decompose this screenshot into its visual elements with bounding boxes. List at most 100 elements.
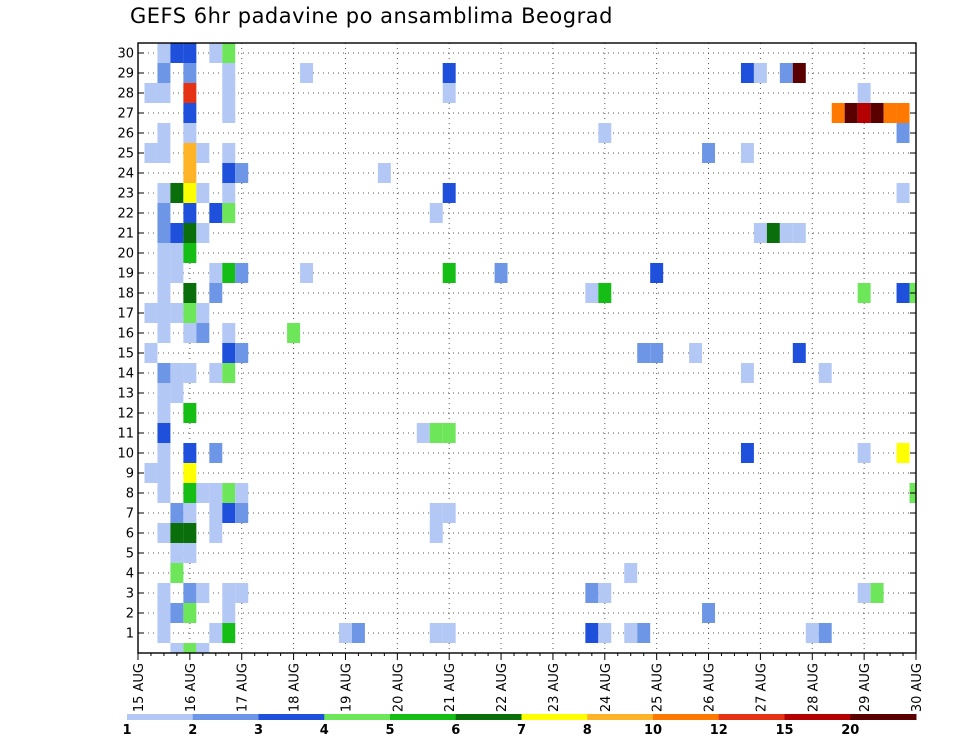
heatmap-cell xyxy=(183,283,197,303)
colorbar: 1 2 3 4 5 6 7 8 10 12 15 20 xyxy=(122,714,917,738)
heatmap-cell xyxy=(844,103,858,123)
heatmap-cell xyxy=(870,583,884,603)
heatmap-cell xyxy=(494,263,508,283)
heatmap-cell xyxy=(598,123,612,143)
colorbar-segment xyxy=(455,714,522,720)
heatmap-cell xyxy=(170,303,184,323)
heatmap-cell xyxy=(157,383,171,403)
heatmap-cell xyxy=(766,223,780,243)
y-tick-label: 28 xyxy=(117,87,134,102)
heatmap-cell xyxy=(637,343,651,363)
heatmap-cell xyxy=(740,443,754,463)
heatmap-cell xyxy=(209,523,223,543)
heatmap-cell xyxy=(170,503,184,523)
heatmap-cell xyxy=(209,263,223,283)
heatmap-cell xyxy=(624,563,638,583)
heatmap-cell xyxy=(170,223,184,243)
x-tick-label: 28 AUG xyxy=(806,663,821,712)
heatmap-cell xyxy=(624,623,638,643)
heatmap-cell xyxy=(183,203,197,223)
heatmap-cell xyxy=(792,223,806,243)
heatmap-cell xyxy=(442,83,456,103)
heatmap-cell xyxy=(896,103,910,123)
heatmap-cell xyxy=(157,303,171,323)
heatmap-cell xyxy=(157,483,171,503)
y-tick-label: 4 xyxy=(126,567,134,582)
x-tick-label: 21 AUG xyxy=(443,663,458,712)
heatmap-cell xyxy=(144,463,158,483)
heatmap-cell xyxy=(585,623,599,643)
x-tick-label: 20 AUG xyxy=(391,663,406,712)
heatmap-cell xyxy=(183,323,197,343)
heatmap-cell xyxy=(157,583,171,603)
heatmap-cell xyxy=(183,83,197,103)
heatmap-cell xyxy=(209,503,223,523)
heatmap-cell xyxy=(235,583,249,603)
colorbar-label: 3 xyxy=(254,723,263,738)
heatmap-cell xyxy=(183,463,197,483)
heatmap-cell xyxy=(442,63,456,83)
heatmap-cell xyxy=(170,363,184,383)
heatmap-cell xyxy=(779,63,793,83)
heatmap-cell xyxy=(196,583,210,603)
heatmap-cell xyxy=(857,443,871,463)
heatmap-cell xyxy=(429,423,443,443)
heatmap-cell xyxy=(222,343,236,363)
heatmap-cell xyxy=(442,503,456,523)
heatmap-cell xyxy=(209,283,223,303)
colorbar-label: 7 xyxy=(517,723,526,738)
y-tick-label: 7 xyxy=(126,507,134,522)
heatmap-cell xyxy=(753,223,767,243)
heatmap-cell xyxy=(183,243,197,263)
heatmap-cell xyxy=(170,643,184,653)
heatmap-cell xyxy=(300,263,314,283)
heatmap-cell xyxy=(896,443,910,463)
heatmap-cell xyxy=(222,203,236,223)
heatmap-cell xyxy=(209,43,223,63)
y-tick-label: 6 xyxy=(126,527,134,542)
y-tick-label: 3 xyxy=(126,587,134,602)
heatmap-cell xyxy=(792,343,806,363)
heatmap-cell xyxy=(183,303,197,323)
heatmap-cell xyxy=(157,183,171,203)
heatmap-cell xyxy=(351,623,365,643)
heatmap-cell xyxy=(157,623,171,643)
heatmap-cell xyxy=(157,323,171,343)
heatmap-cell xyxy=(222,583,236,603)
y-tick-label: 26 xyxy=(117,127,134,142)
y-tick-label: 10 xyxy=(117,447,134,462)
heatmap-cell xyxy=(183,603,197,623)
heatmap-cell xyxy=(157,43,171,63)
y-tick-label: 23 xyxy=(117,187,134,202)
y-tick-label: 9 xyxy=(126,467,134,482)
heatmap-cell xyxy=(442,263,456,283)
y-tick-label: 13 xyxy=(117,387,134,402)
heatmap-cell xyxy=(157,423,171,443)
y-tick-label: 27 xyxy=(117,107,134,122)
heatmap-cell xyxy=(183,143,197,163)
heatmap-cell xyxy=(702,603,716,623)
heatmap-cell xyxy=(442,423,456,443)
colorbar-segment xyxy=(718,714,785,720)
heatmap-cell xyxy=(170,523,184,543)
heatmap-cell xyxy=(740,363,754,383)
heatmap-cell xyxy=(144,143,158,163)
heatmap-cell xyxy=(157,83,171,103)
x-tick-label: 16 AUG xyxy=(184,663,199,712)
heatmap-cell xyxy=(183,523,197,543)
heatmap-cell xyxy=(170,43,184,63)
heatmap-cell xyxy=(183,443,197,463)
y-tick-label: 29 xyxy=(117,67,134,82)
heatmap-cell xyxy=(689,343,703,363)
heatmap-cell xyxy=(157,403,171,423)
x-tick-label: 24 AUG xyxy=(599,663,614,712)
heatmap-cell xyxy=(170,383,184,403)
heatmap-cell xyxy=(429,523,443,543)
heatmap-cell xyxy=(170,543,184,563)
x-tick-label: 22 AUG xyxy=(495,663,510,712)
heatmap-cell xyxy=(144,83,158,103)
heatmap-cell xyxy=(183,503,197,523)
heatmap-cell xyxy=(222,63,236,83)
heatmap-cell xyxy=(183,403,197,423)
